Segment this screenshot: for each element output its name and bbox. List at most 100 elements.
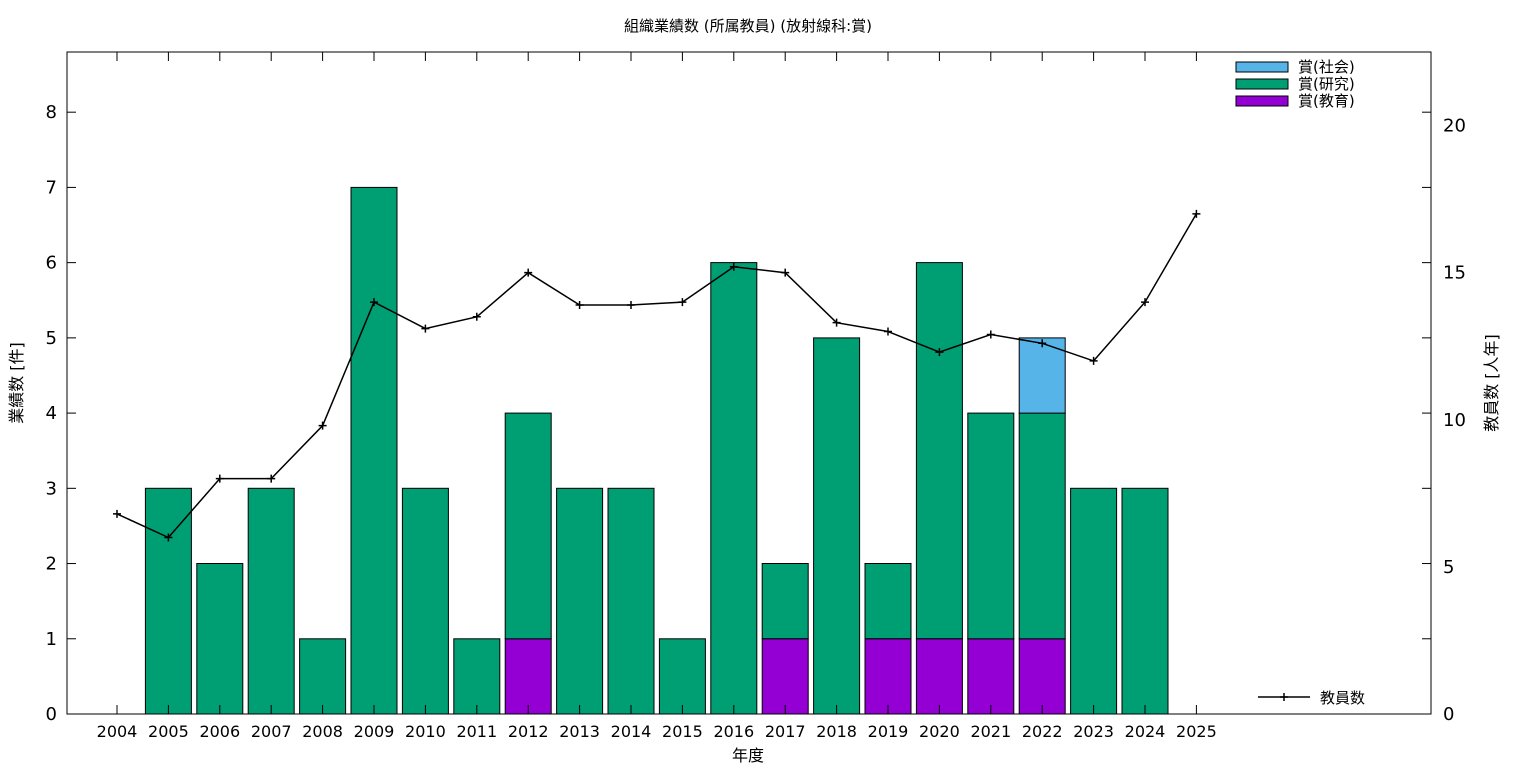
chart-title: 組織業績数 (所属教員) (放射線科:賞) <box>624 17 872 35</box>
bar-2022-series-2 <box>1018 337 1066 414</box>
legend-label-1: 賞(研究) <box>1298 75 1355 93</box>
x-tick-label-2005: 2005 <box>148 722 189 741</box>
bar-2016-series-1 <box>710 262 758 715</box>
line-point-2005 <box>164 533 173 542</box>
line-point-2004 <box>113 509 121 518</box>
x-tick-label-2012: 2012 <box>508 722 549 741</box>
legend-line-marker <box>1280 693 1288 701</box>
x-tick-label-2013: 2013 <box>559 722 600 741</box>
y-tick-label-6: 6 <box>46 253 57 274</box>
y-tick-label-1: 1 <box>46 629 57 650</box>
x-tick-label-2014: 2014 <box>611 722 652 741</box>
bar-2012-series-1 <box>504 412 552 640</box>
line-layer <box>113 209 1201 542</box>
bar-2021-series-1 <box>967 412 1015 640</box>
y-tick-label-4: 4 <box>46 403 57 424</box>
line-point-2011 <box>472 312 481 321</box>
bar-layer <box>144 186 1169 715</box>
bar-2022-series-1 <box>1018 412 1066 640</box>
x-tick-label-2010: 2010 <box>405 722 446 741</box>
line-point-2016 <box>729 262 738 271</box>
x-tick-label-2011: 2011 <box>456 722 497 741</box>
line-point-2006 <box>215 474 224 483</box>
x-tick-label-2009: 2009 <box>354 722 395 741</box>
bar-2015-series-1 <box>658 638 706 715</box>
line-point-2009 <box>370 298 378 307</box>
axes-layer: 0 1 2 3 4 5 6 7 8 0 5 10 15 20 2004 2005 2006 2007 2008 200… <box>46 52 1466 741</box>
line-point-2015 <box>678 298 687 307</box>
y2-tick-label-15: 15 <box>1443 263 1466 284</box>
x-tick-label-2025: 2025 <box>1176 722 1217 741</box>
y2-tick-label-5: 5 <box>1443 557 1454 578</box>
y-tick-label-7: 7 <box>46 177 57 198</box>
bar-2017-series-0 <box>761 638 809 715</box>
bar-2006-series-1 <box>196 563 244 715</box>
bar-2021-series-0 <box>967 638 1015 715</box>
x-tick-label-2007: 2007 <box>251 722 292 741</box>
bar-2005-series-1 <box>144 487 192 715</box>
bar-2022-series-0 <box>1018 638 1066 715</box>
x-tick-label-2006: 2006 <box>199 722 240 741</box>
bar-2008-series-1 <box>299 638 347 715</box>
y2-tick-label-10: 10 <box>1443 410 1466 431</box>
bar-2012-series-0 <box>504 638 552 715</box>
bar-2009-series-1 <box>350 186 398 715</box>
x-axis-label: 年度 <box>732 746 764 765</box>
bar-2020-series-1 <box>915 262 963 640</box>
y-tick-label-5: 5 <box>46 328 57 349</box>
x-tick-label-2018: 2018 <box>816 722 857 741</box>
legend-swatch-2 <box>1235 95 1289 107</box>
line-point-2025 <box>1192 209 1201 218</box>
bar-2019-series-0 <box>864 638 912 715</box>
line-point-2024 <box>1141 298 1149 307</box>
y2-tick-label-20: 20 <box>1443 116 1466 137</box>
bar-2018-series-1 <box>813 337 861 715</box>
legend-label-2: 賞(教育) <box>1298 92 1355 110</box>
y-tick-label-2: 2 <box>46 554 57 575</box>
legend: 賞(社会)賞(研究)賞(教育) 教員数 <box>1235 58 1365 707</box>
y2-tick-label-0: 0 <box>1443 704 1454 725</box>
bar-2019-series-1 <box>864 563 912 640</box>
legend-label-0: 賞(社会) <box>1298 58 1355 76</box>
legend-swatch-0 <box>1235 61 1289 73</box>
x-tick-label-2022: 2022 <box>1022 722 1063 741</box>
legend-line-label: 教員数 <box>1320 689 1365 707</box>
x-tick-label-2008: 2008 <box>302 722 343 741</box>
line-point-2017 <box>781 268 790 277</box>
y-tick-label-3: 3 <box>46 478 57 499</box>
legend-swatch-1 <box>1235 78 1289 90</box>
bar-2014-series-1 <box>607 487 655 715</box>
bar-2020-series-0 <box>915 638 963 715</box>
line-point-2007 <box>267 474 276 483</box>
x-tick-label-2020: 2020 <box>919 722 960 741</box>
bar-2010-series-1 <box>401 487 449 715</box>
line-point-2012 <box>524 268 533 277</box>
line-point-2010 <box>421 324 430 333</box>
line-point-2019 <box>884 327 892 336</box>
line-point-2023 <box>1089 356 1098 365</box>
line-point-2008 <box>318 421 327 430</box>
line-point-2018 <box>832 318 841 327</box>
plot-frame <box>66 51 1432 715</box>
x-tick-label-2017: 2017 <box>765 722 806 741</box>
x-tick-label-2023: 2023 <box>1073 722 1114 741</box>
x-tick-label-2016: 2016 <box>713 722 754 741</box>
bar-2023-series-1 <box>1070 487 1118 715</box>
y-tick-label-8: 8 <box>46 102 57 123</box>
bar-2007-series-1 <box>247 487 295 715</box>
bar-2017-series-1 <box>761 563 809 640</box>
x-tick-label-2015: 2015 <box>662 722 703 741</box>
y-axis-label: 業績数 [件] <box>7 342 26 424</box>
line-point-2020 <box>935 348 944 357</box>
x-tick-label-2021: 2021 <box>970 722 1011 741</box>
line-series-path <box>116 213 1198 539</box>
line-point-2022 <box>1038 339 1047 348</box>
line-point-2021 <box>986 330 995 339</box>
bar-2011-series-1 <box>453 638 501 715</box>
y-tick-label-0: 0 <box>46 704 57 725</box>
bar-2024-series-1 <box>1121 487 1169 715</box>
line-point-2013 <box>575 301 584 310</box>
y2-axis-label: 教員数 [人年] <box>1482 334 1501 432</box>
bar-2013-series-1 <box>556 487 604 715</box>
